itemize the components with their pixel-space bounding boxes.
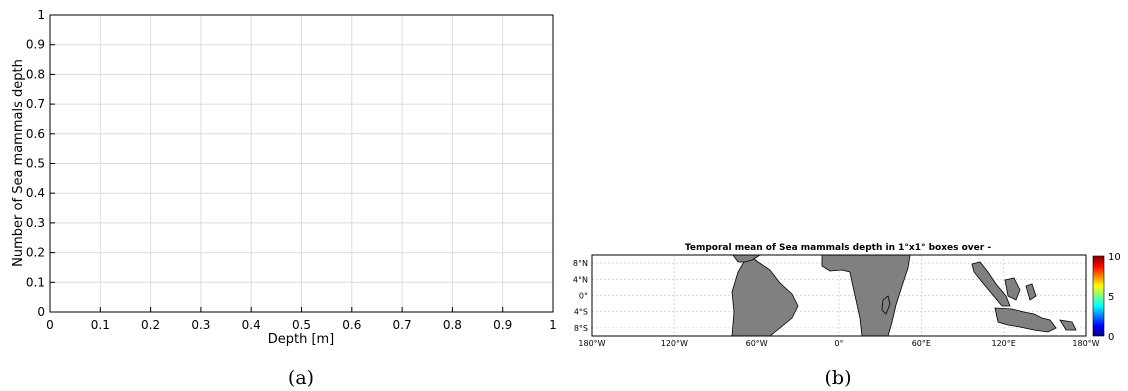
land-indonesia-east [994,307,1057,333]
y-axis-label: Number of Sea mammals depth [11,59,26,267]
map-latitude-ticks: 8°N 4°N 0° 4°S 8°S [573,259,588,333]
y-tick-label: 0.1 [26,275,45,289]
panel-a: 0 0.1 0.2 0.3 0.4 0.5 0.6 0.7 0.8 0.9 1 0 0.1 0.2 0.3… [11,8,557,389]
x-tick-label: 0.8 [443,318,462,332]
x-tick-label: 0.2 [141,318,160,332]
map-frame [591,254,1087,337]
caption-a: (a) [288,367,314,389]
y-tick-label: 0.6 [26,127,45,141]
colorbar-tick-label: 0 [1108,332,1114,343]
colorbar-tick-label: 10 [1108,252,1121,263]
longitude-label: 180°W [1072,339,1099,348]
x-axis-ticks: 0 0.1 0.2 0.3 0.4 0.5 0.6 0.7 0.8 0.9 1 [46,307,557,332]
longitude-label: 120°E [992,339,1016,348]
latitude-label: 4°N [573,275,588,284]
land-madagascar [881,295,891,315]
colorbar-ticks: 10 5 0 [1108,252,1121,343]
land-masses [731,254,1077,337]
longitude-label: 120°W [661,339,688,348]
y-tick-label: 0.5 [26,157,45,171]
y-tick-label: 0.9 [26,38,45,52]
x-tick-label: 0.4 [242,318,261,332]
latitude-label: 4°S [574,308,588,317]
land-africa [821,254,911,337]
x-tick-label: 0.5 [292,318,311,332]
x-tick-label: 1 [549,318,557,332]
y-tick-label: 0.7 [26,97,45,111]
land-indonesia-west [971,261,1011,307]
longitude-label: 60°E [912,339,931,348]
land-south-america [731,255,799,337]
panel-b: Temporal mean of Sea mammals depth in 1°… [573,243,1121,389]
map-title: Temporal mean of Sea mammals depth in 1°… [685,243,991,253]
x-tick-label: 0.3 [191,318,210,332]
longitude-label: 60°W [746,339,768,348]
y-tick-label: 0.3 [26,216,45,230]
x-tick-label: 0.7 [393,318,412,332]
colorbar [1092,255,1105,337]
latitude-label: 8°N [573,259,588,268]
y-tick-label: 1 [37,8,45,22]
longitude-label: 0° [834,339,843,348]
land-islands [1004,277,1077,331]
y-tick-label: 0 [37,305,45,319]
y-tick-label: 0.8 [26,67,45,81]
caption-b: (b) [825,367,852,389]
y-axis-ticks: 0 0.1 0.2 0.3 0.4 0.5 0.6 0.7 0.8 0.9 1 [26,8,55,319]
gridlines [50,15,553,312]
x-tick-label: 0.9 [493,318,512,332]
x-tick-label: 0 [46,318,54,332]
x-tick-label: 0.6 [342,318,361,332]
y-tick-label: 0.4 [26,186,45,200]
longitude-label: 180°W [578,339,605,348]
x-axis-label: Depth [m] [268,332,335,347]
map-longitude-ticks: 180°W 120°W 60°W 0° 60°E 120°E 180°W [578,339,1099,348]
x-tick-label: 0.1 [91,318,110,332]
colorbar-tick-label: 5 [1108,292,1114,303]
latitude-label: 8°S [574,324,588,333]
latitude-label: 0° [579,292,588,301]
y-tick-label: 0.2 [26,246,45,260]
